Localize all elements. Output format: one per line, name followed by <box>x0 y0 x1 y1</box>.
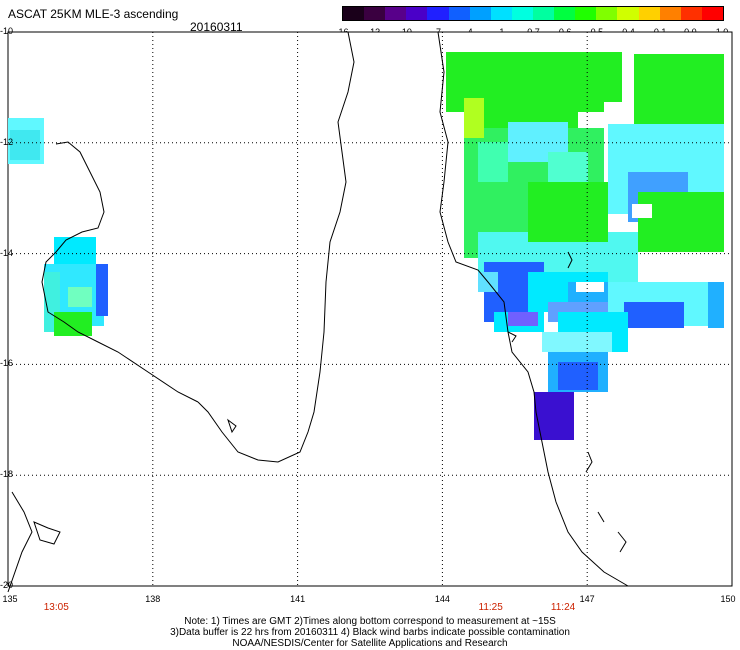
colorbar-swatch <box>617 7 639 20</box>
wind-cell <box>708 282 724 328</box>
colorbar-swatch <box>385 7 407 20</box>
time-label: 13:05 <box>43 602 69 613</box>
coast-line <box>597 511 605 523</box>
colorbar-swatch <box>596 7 618 20</box>
footer-notes: Note: 1) Times are GMT 2)Times along bot… <box>0 616 740 649</box>
wind-data-swaths <box>8 52 724 440</box>
note-line-2: 3)Data buffer is 22 hrs from 20160311 4)… <box>170 627 570 638</box>
time-label: 11:24 <box>550 602 576 613</box>
wind-cell <box>624 302 684 328</box>
colorbar-swatch <box>427 7 449 20</box>
coast-line <box>585 451 593 473</box>
latitude-label: -16 <box>0 358 14 369</box>
latitude-label: -10 <box>0 26 14 36</box>
wind-cell <box>528 182 608 242</box>
wind-cell <box>558 362 598 390</box>
longitude-label: 141 <box>290 594 306 604</box>
wind-cell <box>96 264 108 316</box>
latitude-label: -14 <box>0 247 14 258</box>
latitude-label: -18 <box>0 469 14 480</box>
wind-cell <box>534 392 574 440</box>
wind-cell <box>638 192 724 252</box>
wind-cell <box>508 312 538 326</box>
time-label: 11:25 <box>478 602 503 613</box>
wind-cell <box>604 102 634 122</box>
coast-line <box>7 491 33 593</box>
colorbar-swatch <box>575 7 597 20</box>
colorbar-swatch <box>680 7 702 20</box>
colorbar-swatch <box>343 7 365 20</box>
note-line-1: Note: 1) Times are GMT 2)Times along bot… <box>184 616 556 627</box>
longitude-label: 138 <box>145 594 161 604</box>
wind-cell <box>464 98 484 138</box>
colorbar-swatch <box>638 7 660 20</box>
longitude-label: 135 <box>2 594 18 604</box>
colorbar-swatch <box>448 7 470 20</box>
colorbar-swatch <box>490 7 512 20</box>
coast-line <box>567 251 573 269</box>
wind-cell <box>632 204 652 218</box>
wind-cell <box>634 54 724 124</box>
colorbar-swatch <box>532 7 555 20</box>
colorbar-swatch <box>469 7 491 20</box>
coast-line <box>41 141 199 403</box>
product-date: 20160311 <box>190 20 243 34</box>
wind-cell <box>576 282 604 292</box>
colorbar-swatch <box>701 7 723 20</box>
longitude-label: 147 <box>579 594 595 604</box>
product-title: ASCAT 25KM MLE-3 ascending <box>8 7 179 21</box>
longitude-label: 150 <box>720 594 736 604</box>
wind-cell <box>68 287 92 307</box>
colorbar-swatch <box>659 7 681 20</box>
coast-line <box>507 331 517 343</box>
colorbar-swatch <box>406 7 428 20</box>
wind-cell <box>542 332 612 352</box>
latitude-label: -12 <box>0 136 14 147</box>
map <box>7 31 733 593</box>
latitude-label: -20 <box>0 580 14 590</box>
longitude-label: 144 <box>434 594 450 604</box>
wind-cell <box>10 130 40 160</box>
colorbar-swatch <box>554 7 576 20</box>
colorbar-swatch <box>511 7 533 20</box>
coast-line <box>227 418 237 434</box>
wind-cell <box>478 142 508 182</box>
note-line-3: NOAA/NESDIS/Center for Satellite Applica… <box>232 638 508 649</box>
wind-cell <box>54 237 96 267</box>
coast-line <box>197 31 355 463</box>
coast-line <box>33 521 61 545</box>
wind-cell <box>54 312 92 336</box>
coastline <box>7 31 629 593</box>
graticule <box>8 32 732 586</box>
colorbar <box>342 6 724 21</box>
coast-line <box>617 531 627 553</box>
colorbar-swatch <box>364 7 386 20</box>
